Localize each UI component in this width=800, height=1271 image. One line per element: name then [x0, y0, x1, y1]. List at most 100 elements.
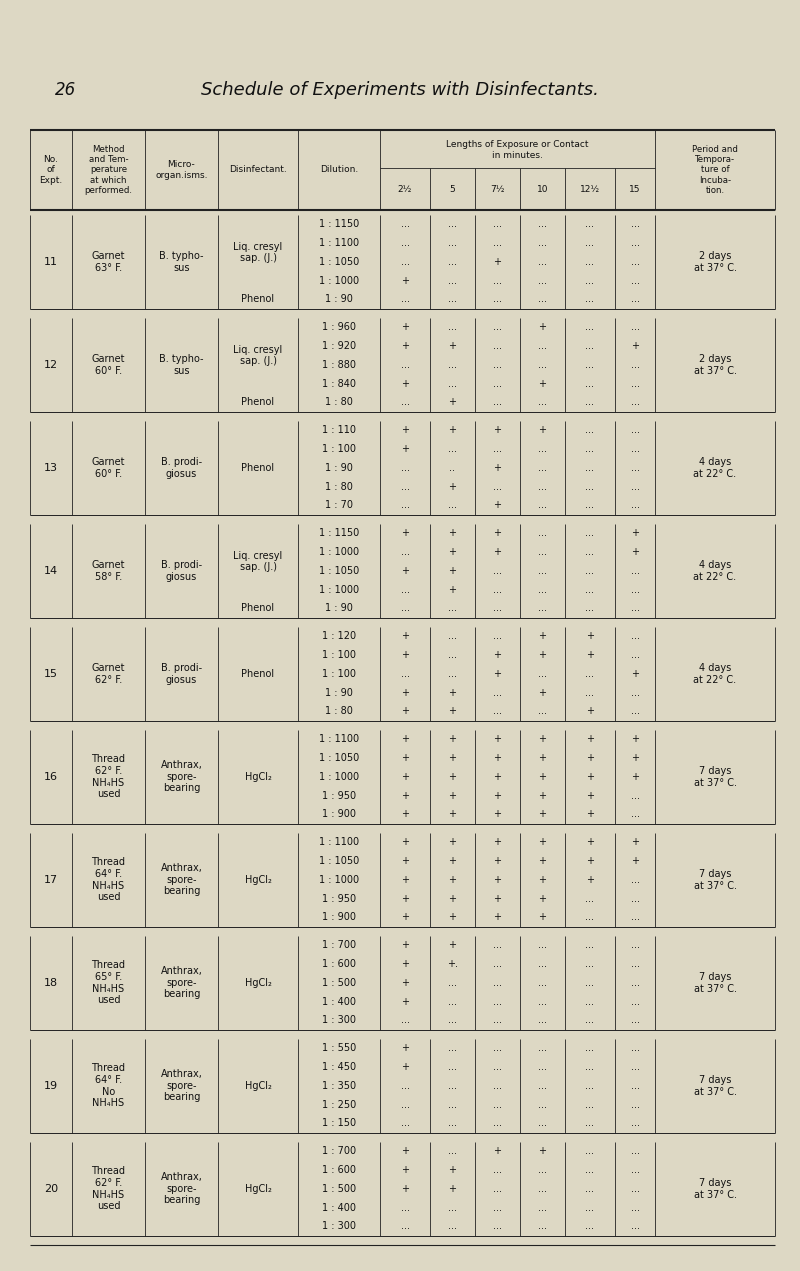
- Text: ...: ...: [493, 323, 502, 332]
- Text: ...: ...: [586, 1146, 594, 1157]
- Text: +: +: [538, 323, 546, 332]
- Text: +: +: [494, 1146, 502, 1157]
- Text: ...: ...: [586, 1099, 594, 1110]
- Text: ...: ...: [630, 238, 639, 248]
- Text: B. prodi-
giosus: B. prodi- giosus: [161, 458, 202, 479]
- Text: 14: 14: [44, 566, 58, 576]
- Text: Phenol: Phenol: [242, 669, 274, 679]
- Text: 17: 17: [44, 874, 58, 885]
- Text: ...: ...: [586, 1080, 594, 1091]
- Text: 1 : 1000: 1 : 1000: [319, 771, 359, 782]
- Text: ...: ...: [586, 257, 594, 267]
- Text: ...: ...: [586, 398, 594, 407]
- Text: Phenol: Phenol: [242, 398, 274, 407]
- Text: ...: ...: [493, 1166, 502, 1176]
- Text: ...: ...: [538, 341, 547, 351]
- Text: 1 : 600: 1 : 600: [322, 960, 356, 969]
- Text: ...: ...: [448, 1016, 457, 1026]
- Text: Liq. cresyl
sap. (J.): Liq. cresyl sap. (J.): [234, 344, 282, 366]
- Text: +: +: [401, 894, 409, 904]
- Text: ...: ...: [538, 1016, 547, 1026]
- Text: 1 : 350: 1 : 350: [322, 1080, 356, 1091]
- Text: ...: ...: [401, 547, 410, 557]
- Text: +: +: [538, 754, 546, 763]
- Text: +: +: [586, 735, 594, 745]
- Text: +: +: [494, 547, 502, 557]
- Text: +: +: [586, 771, 594, 782]
- Text: 1 : 1000: 1 : 1000: [319, 585, 359, 595]
- Text: +: +: [538, 894, 546, 904]
- Text: ...: ...: [493, 1063, 502, 1073]
- Text: 4 days
at 22° C.: 4 days at 22° C.: [694, 458, 737, 479]
- Text: ...: ...: [586, 604, 594, 614]
- Text: ...: ...: [586, 585, 594, 595]
- Text: ...: ...: [586, 444, 594, 454]
- Text: +: +: [538, 688, 546, 698]
- Text: ...: ...: [630, 632, 639, 642]
- Text: +: +: [631, 529, 639, 539]
- Text: ...: ...: [630, 874, 639, 885]
- Text: ...: ...: [493, 220, 502, 229]
- Text: ...: ...: [586, 669, 594, 679]
- Text: ...: ...: [493, 1080, 502, 1091]
- Text: ...: ...: [401, 1016, 410, 1026]
- Text: ...: ...: [448, 1221, 457, 1232]
- Text: ...: ...: [630, 649, 639, 660]
- Text: ...: ...: [630, 941, 639, 951]
- Text: ...: ...: [586, 1202, 594, 1213]
- Text: +: +: [631, 771, 639, 782]
- Text: ..: ..: [450, 463, 455, 473]
- Text: +: +: [494, 754, 502, 763]
- Text: ...: ...: [586, 482, 594, 492]
- Text: ...: ...: [586, 1063, 594, 1073]
- Text: 1 : 80: 1 : 80: [325, 707, 353, 717]
- Text: ...: ...: [630, 379, 639, 389]
- Text: ...: ...: [630, 295, 639, 304]
- Text: +: +: [401, 810, 409, 820]
- Text: ...: ...: [493, 996, 502, 1007]
- Text: +: +: [494, 771, 502, 782]
- Text: +: +: [586, 838, 594, 848]
- Text: +: +: [401, 913, 409, 923]
- Text: +: +: [586, 857, 594, 866]
- Text: 1 : 1050: 1 : 1050: [319, 754, 359, 763]
- Text: 1 : 100: 1 : 100: [322, 444, 356, 454]
- Text: 1 : 1100: 1 : 1100: [319, 238, 359, 248]
- Text: +: +: [401, 341, 409, 351]
- Text: +: +: [494, 501, 502, 510]
- Text: ...: ...: [538, 1202, 547, 1213]
- Text: ...: ...: [448, 669, 457, 679]
- Text: +: +: [538, 426, 546, 436]
- Text: +: +: [401, 1043, 409, 1054]
- Text: ...: ...: [630, 463, 639, 473]
- Text: ...: ...: [448, 501, 457, 510]
- Text: +: +: [449, 1166, 457, 1176]
- Text: 7 days
at 37° C.: 7 days at 37° C.: [694, 1075, 737, 1097]
- Text: ...: ...: [538, 220, 547, 229]
- Text: +: +: [449, 735, 457, 745]
- Text: +: +: [538, 379, 546, 389]
- Text: ...: ...: [630, 276, 639, 286]
- Text: ...: ...: [586, 941, 594, 951]
- Text: ...: ...: [448, 379, 457, 389]
- Text: +: +: [494, 669, 502, 679]
- Text: ...: ...: [586, 960, 594, 969]
- Text: ...: ...: [630, 444, 639, 454]
- Text: +: +: [631, 857, 639, 866]
- Text: +: +: [449, 547, 457, 557]
- Text: ...: ...: [538, 1166, 547, 1176]
- Text: ...: ...: [586, 426, 594, 436]
- Text: +: +: [401, 1166, 409, 1176]
- Text: ...: ...: [401, 238, 410, 248]
- Text: +: +: [631, 735, 639, 745]
- Text: ...: ...: [493, 941, 502, 951]
- Text: +: +: [401, 529, 409, 539]
- Text: +: +: [449, 810, 457, 820]
- Text: ...: ...: [586, 996, 594, 1007]
- Text: ...: ...: [493, 1016, 502, 1026]
- Text: Garnet
60° F.: Garnet 60° F.: [92, 458, 126, 479]
- Text: ...: ...: [586, 894, 594, 904]
- Text: ...: ...: [493, 977, 502, 988]
- Text: +: +: [538, 649, 546, 660]
- Text: Liq. cresyl
sap. (J.): Liq. cresyl sap. (J.): [234, 241, 282, 263]
